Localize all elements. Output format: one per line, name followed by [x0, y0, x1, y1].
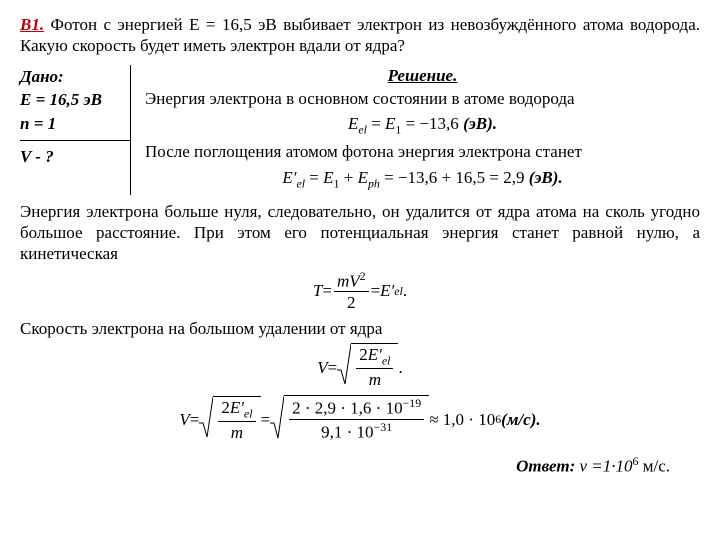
- eq5-unit: (м/с).: [501, 409, 541, 430]
- eq5-eq2: =: [261, 409, 271, 430]
- equation-5: V = 2E′el m = 2 · 2,9 · 1,6 · 10−19 9,1 …: [20, 395, 700, 444]
- eq3-Esub: el: [394, 284, 403, 299]
- eq5-n2sup: −19: [403, 396, 422, 410]
- eq3-eq2: =: [371, 280, 381, 301]
- eq1-lhs: E: [348, 114, 358, 133]
- eq2-asub: el: [296, 176, 305, 190]
- problem-body: Фотон с энергией E = 16,5 эВ выбивает эл…: [20, 15, 700, 55]
- answer-line: Ответ: v =1·106 м/с.: [20, 454, 700, 477]
- given-line-1: E = 16,5 эВ: [20, 90, 102, 109]
- eq1-val: = −13,6: [401, 114, 458, 133]
- equation-4: V = 2E′el m .: [20, 343, 700, 392]
- given-divider: [130, 65, 131, 195]
- answer-unit: м/с.: [638, 457, 670, 476]
- radical-icon: [337, 343, 351, 385]
- eq5-n1bsub: el: [244, 406, 253, 420]
- eq5-sqrt2: 2 · 2,9 · 1,6 · 10−19 9,1 · 10−31: [270, 395, 429, 444]
- eq5-n2: 2 · 2,9 · 1,6 · 10: [292, 399, 402, 418]
- eq4-V: V: [317, 357, 327, 378]
- eq4-na: 2: [359, 345, 368, 364]
- problem-statement: В1. Фотон с энергией E = 16,5 эВ выбивае…: [20, 14, 700, 57]
- main-row: Дано: E = 16,5 эВ n = 1 V - ? Решение. Э…: [20, 65, 700, 195]
- eq4-nbsub: el: [382, 353, 391, 367]
- eq5-approx: ≈ 1,0 · 10: [429, 409, 495, 430]
- eq5-d2sup: −31: [374, 420, 393, 434]
- given-title: Дано:: [20, 67, 64, 86]
- radical-icon: [270, 395, 284, 439]
- eq3-dot: .: [403, 280, 407, 301]
- eq5-d2: 9,1 · 10: [321, 423, 373, 442]
- equation-2: E′el = E1 + Eph = −13,6 + 16,5 = 2,9 (эВ…: [145, 167, 700, 191]
- eq4-dot: .: [398, 357, 402, 378]
- eq5-n1a: 2: [221, 398, 230, 417]
- eq5-n1b: E′: [230, 398, 244, 417]
- eq3-frac: mV2 2: [334, 269, 369, 314]
- eq2-unit: (эВ).: [524, 168, 562, 187]
- answer-body: v =1·10: [575, 457, 632, 476]
- solution-s2: После поглощения атомом фотона энергия э…: [145, 141, 700, 162]
- eq3-den: 2: [334, 292, 369, 313]
- given-find: V - ?: [20, 147, 54, 166]
- given-line-2: n = 1: [20, 114, 56, 133]
- equation-1: Eel = E1 = −13,6 (эВ).: [145, 113, 700, 137]
- solution-title: Решение.: [145, 65, 700, 86]
- eq1-unit: (эВ).: [459, 114, 497, 133]
- eq2-val: = −13,6 + 16,5 = 2,9: [380, 168, 525, 187]
- equation-3: T = mV2 2 = E′el.: [20, 269, 700, 314]
- problem-id: В1.: [20, 15, 44, 34]
- eq2-csub: ph: [368, 176, 380, 190]
- eq1-sub1: el: [358, 122, 367, 136]
- solution-s3: Энергия электрона больше нуля, следовате…: [20, 201, 700, 265]
- eq4-nb: E′: [368, 345, 382, 364]
- solution-s1: Энергия электрона в основном состоянии в…: [145, 88, 700, 109]
- eq4-eq: =: [328, 357, 338, 378]
- eq2-a: E′: [282, 168, 296, 187]
- solution-block: Решение. Энергия электрона в основном со…: [145, 65, 700, 195]
- radical-icon: [199, 396, 213, 438]
- eq5-eq: =: [190, 409, 200, 430]
- eq3-T: T: [313, 280, 322, 301]
- eq5-V: V: [179, 409, 189, 430]
- eq5-d1: m: [218, 422, 255, 443]
- eq4-sqrt: 2E′el m: [337, 343, 398, 392]
- eq3-num: mV: [337, 271, 360, 290]
- eq1-eq: =: [367, 114, 385, 133]
- eq3-numsup: 2: [360, 269, 366, 283]
- given-block: Дано: E = 16,5 эВ n = 1 V - ?: [20, 65, 130, 169]
- eq3-eq: =: [322, 280, 332, 301]
- eq4-den: m: [356, 369, 393, 390]
- eq3-E: E′: [380, 280, 394, 301]
- eq2-c: E: [358, 168, 368, 187]
- solution-s4: Скорость электрона на большом удалении о…: [20, 318, 700, 339]
- eq5-sqrt1: 2E′el m: [199, 396, 260, 445]
- eq1-rhs: E: [385, 114, 395, 133]
- answer-label: Ответ:: [516, 457, 575, 476]
- eq2-bsub: 1: [334, 176, 340, 190]
- eq2-b: E: [323, 168, 333, 187]
